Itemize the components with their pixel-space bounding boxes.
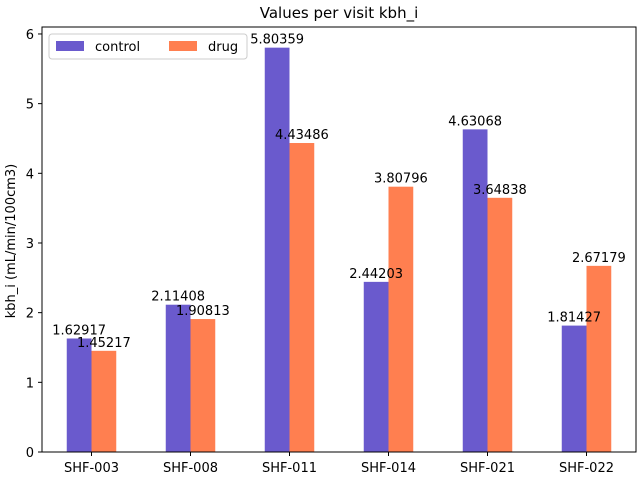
bar-drug-SHF-022 (586, 265, 612, 452)
y-tick-label-2: 2 (26, 307, 34, 322)
y-tick-label-3: 3 (26, 237, 34, 252)
y-tick-label-4: 4 (26, 167, 34, 182)
axes-layer: SHF-003 SHF-008 SHF-011 SHF-014 SHF-021 SHF-0… (26, 26, 637, 476)
x-tick-label-SHF-021: SHF-021 (460, 461, 515, 476)
x-tick-label-SHF-014: SHF-014 (361, 461, 416, 476)
data-label-drug-SHF-011: 4.43486 (275, 128, 329, 143)
bar-control-SHF-003 (66, 338, 92, 452)
bar-control-SHF-011 (264, 47, 290, 452)
data-label-drug-SHF-021: 3.64838 (473, 183, 527, 198)
data-label-drug-SHF-022: 2.67179 (572, 251, 626, 266)
x-tick-label-SHF-003: SHF-003 (64, 461, 119, 476)
data-label-control-SHF-022: 1.81427 (547, 311, 601, 326)
bar-control-SHF-008 (165, 304, 191, 452)
chart-title: Values per visit kbh_i (260, 4, 419, 23)
bars-layer (66, 47, 612, 452)
y-tick-label-1: 1 (26, 376, 34, 391)
x-tick-label-SHF-022: SHF-022 (559, 461, 614, 476)
legend-label-drug: drug (208, 40, 238, 55)
legend: control drug (48, 33, 248, 60)
bar-control-SHF-021 (462, 129, 488, 452)
bar-drug-SHF-011 (289, 143, 315, 452)
data-label-control-SHF-021: 4.63068 (448, 114, 502, 129)
x-tick-label-SHF-008: SHF-008 (163, 461, 218, 476)
data-label-control-SHF-003: 1.62917 (52, 323, 106, 338)
y-tick-label-6: 6 (26, 28, 34, 43)
legend-swatch-control (56, 41, 84, 51)
bar-control-SHF-014 (363, 281, 389, 452)
bar-drug-SHF-021 (487, 197, 513, 452)
data-label-control-SHF-011: 5.80359 (250, 33, 304, 48)
y-tick-label-5: 5 (26, 98, 34, 113)
plot-frame (41, 26, 637, 453)
legend-box (48, 33, 248, 60)
bar-drug-SHF-008 (190, 319, 216, 452)
legend-swatch-drug (169, 41, 197, 51)
data-label-control-SHF-008: 2.11408 (151, 290, 205, 305)
bar-drug-SHF-014 (388, 186, 414, 452)
data-label-drug-SHF-014: 3.80796 (374, 172, 428, 187)
data-label-control-SHF-014: 2.44203 (349, 267, 403, 282)
data-label-drug-SHF-003: 1.45217 (77, 336, 131, 351)
data-label-drug-SHF-008: 1.90813 (176, 304, 230, 319)
y-axis-label: kbh_i (mL/min/100cm3) (4, 164, 19, 318)
y-tick-label-0: 0 (26, 446, 34, 461)
bar-drug-SHF-003 (91, 350, 117, 452)
x-tick-label-SHF-011: SHF-011 (262, 461, 317, 476)
bar-control-SHF-022 (561, 325, 587, 452)
legend-label-control: control (95, 40, 140, 55)
